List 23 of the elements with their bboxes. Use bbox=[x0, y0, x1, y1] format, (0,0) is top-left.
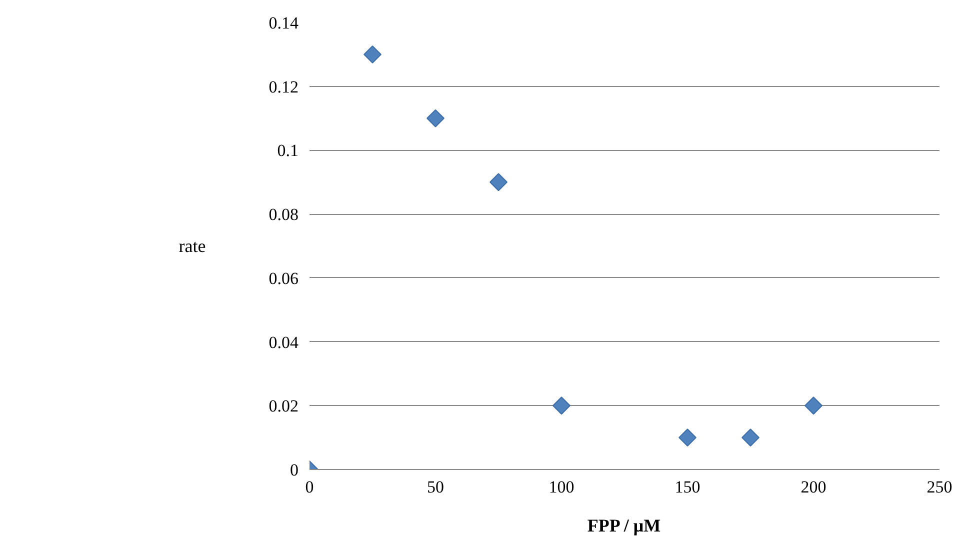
y-tick-label: 0.02 bbox=[268, 396, 298, 416]
y-tick-label: 0.1 bbox=[277, 141, 298, 160]
y-tick-label: 0.08 bbox=[268, 205, 298, 224]
y-tick-label: 0.06 bbox=[268, 268, 298, 288]
y-tick-label: 0 bbox=[290, 460, 298, 480]
x-tick-label: 200 bbox=[800, 478, 826, 496]
x-tick-label: 250 bbox=[926, 478, 952, 496]
y-tick-label: 0.12 bbox=[268, 77, 298, 96]
point bbox=[364, 45, 382, 64]
y-tick-label: 0.04 bbox=[268, 332, 299, 352]
point bbox=[426, 109, 444, 128]
point bbox=[678, 428, 696, 447]
y-axis-title: rate bbox=[178, 236, 206, 256]
point bbox=[490, 173, 508, 192]
x-tick-label: 150 bbox=[674, 478, 700, 496]
x-axis-title: FPP / μM bbox=[587, 516, 661, 536]
x-tick-label: 0 bbox=[305, 478, 314, 496]
y-tick-label: 0.14 bbox=[268, 14, 299, 32]
point bbox=[742, 428, 760, 447]
point bbox=[552, 396, 570, 415]
x-tick-label: 50 bbox=[427, 478, 444, 496]
point bbox=[804, 396, 822, 415]
x-tick-label: 100 bbox=[548, 478, 574, 496]
